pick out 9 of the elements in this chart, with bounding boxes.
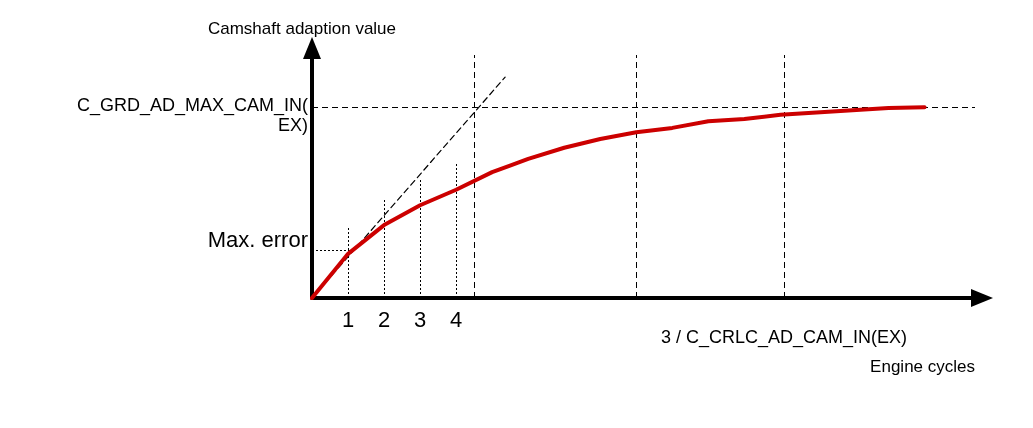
y-axis-title: Camshaft adaption value xyxy=(207,19,397,38)
x-tick-label: 2 xyxy=(377,306,391,332)
x-tick-label: 1 xyxy=(341,306,355,332)
ref-line-label: 3 / C_CRLC_AD_CAM_IN(EX) xyxy=(660,327,908,348)
ref-line-label: C_GRD_AD_MAX_CAM_IN(EX) xyxy=(76,95,308,136)
ref-line-label: Max. error xyxy=(207,227,308,253)
x-tick-label: 4 xyxy=(450,306,463,332)
x-tick-label: 3 xyxy=(413,306,427,332)
x-axis-title: Engine cycles xyxy=(870,357,975,376)
